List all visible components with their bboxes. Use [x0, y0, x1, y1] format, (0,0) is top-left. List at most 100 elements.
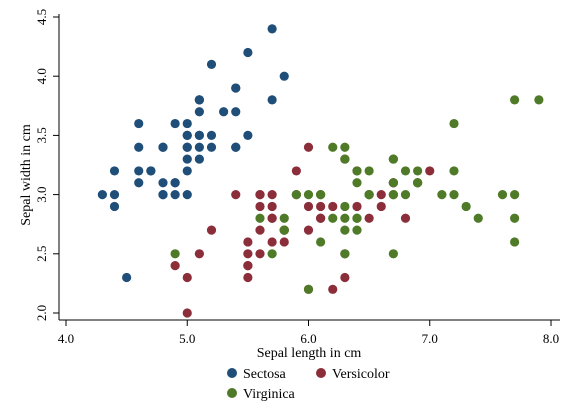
y-tick-label: 3.5 [34, 127, 49, 143]
y-tick-label: 3.0 [34, 186, 49, 202]
point-virginica [255, 213, 265, 223]
point-versicolor [182, 308, 192, 318]
point-sectosa [170, 190, 180, 200]
point-virginica [316, 237, 326, 247]
point-sectosa [158, 190, 168, 200]
y-tick-label: 2.5 [34, 246, 49, 262]
point-virginica [352, 213, 362, 223]
y-ticks: 2.0 2.5 3.0 3.5 4.0 4.5 [34, 9, 59, 321]
y-axis-title: Sepal width in cm [19, 124, 34, 226]
point-sectosa [170, 118, 180, 129]
point-virginica [340, 201, 350, 212]
point-virginica [364, 190, 374, 200]
point-virginica [437, 190, 447, 200]
point-virginica [461, 201, 471, 212]
point-sectosa [267, 24, 277, 34]
point-virginica [328, 142, 338, 152]
point-versicolor [352, 201, 362, 212]
point-virginica [388, 154, 398, 164]
point-sectosa [134, 142, 144, 152]
point-virginica [510, 237, 520, 247]
point-virginica [316, 190, 326, 200]
point-versicolor [255, 249, 265, 259]
x-tick-label: 8.0 [543, 331, 559, 346]
legend-label-versicolor: Versicolor [332, 367, 390, 382]
point-virginica [328, 213, 338, 223]
legend: Sectosa Versicolor Virginica [227, 367, 390, 402]
x-tick-label: 4.0 [58, 331, 74, 346]
point-sectosa [231, 107, 241, 117]
point-virginica [279, 225, 289, 235]
point-versicolor [255, 201, 265, 212]
point-virginica [340, 142, 350, 152]
point-virginica [473, 213, 483, 223]
y-tick-label: 2.0 [34, 305, 49, 321]
point-versicolor [328, 284, 338, 294]
point-versicolor [425, 166, 435, 176]
point-virginica [510, 213, 520, 223]
point-sectosa [182, 190, 192, 200]
point-virginica [413, 166, 423, 176]
x-axis-title: Sepal length in cm [257, 346, 362, 361]
point-sectosa [194, 154, 204, 164]
point-virginica [449, 166, 459, 176]
point-sectosa [194, 142, 204, 152]
point-sectosa [134, 166, 144, 176]
point-sectosa [206, 130, 217, 140]
point-virginica [364, 166, 374, 176]
point-sectosa [182, 166, 192, 176]
point-virginica [267, 249, 277, 259]
point-virginica [388, 190, 398, 200]
point-virginica [534, 95, 544, 105]
x-tick-label: 6.0 [300, 331, 316, 346]
point-sectosa [109, 190, 120, 200]
point-versicolor [243, 237, 253, 247]
point-sectosa [134, 178, 144, 188]
point-versicolor [267, 201, 277, 212]
legend-marker-sectosa [227, 368, 237, 378]
legend-item-sectosa: Sectosa [227, 367, 287, 382]
point-sectosa [146, 166, 156, 176]
point-sectosa [158, 178, 168, 188]
point-sectosa [170, 178, 180, 188]
point-sectosa [243, 47, 253, 58]
point-sectosa [182, 130, 192, 140]
point-versicolor [364, 213, 374, 223]
point-versicolor [255, 225, 265, 235]
point-virginica [388, 178, 398, 188]
point-sectosa [206, 59, 217, 69]
point-sectosa [206, 142, 217, 152]
point-virginica [449, 190, 459, 200]
point-sectosa [194, 130, 204, 140]
y-tick-label: 4.0 [34, 68, 49, 84]
point-versicolor [376, 201, 386, 212]
point-versicolor [170, 261, 180, 271]
point-versicolor [316, 213, 326, 223]
y-tick-label: 4.5 [34, 9, 49, 25]
point-sectosa [182, 154, 192, 164]
point-versicolor [376, 190, 386, 200]
point-virginica [497, 190, 508, 200]
point-virginica [170, 249, 180, 259]
point-virginica [413, 178, 423, 188]
point-versicolor [267, 237, 277, 247]
point-sectosa [219, 107, 229, 117]
point-sectosa [97, 190, 107, 200]
point-sectosa [231, 83, 241, 93]
point-versicolor [316, 201, 326, 212]
point-virginica [449, 118, 459, 129]
point-versicolor [303, 201, 314, 212]
legend-marker-versicolor [316, 368, 326, 378]
point-virginica [340, 213, 350, 223]
point-versicolor [279, 237, 289, 247]
point-virginica [303, 190, 314, 200]
point-virginica [303, 284, 314, 294]
point-sectosa [194, 95, 204, 105]
point-versicolor [267, 190, 277, 200]
point-versicolor [206, 225, 217, 235]
point-versicolor [194, 249, 204, 259]
point-virginica [340, 225, 350, 235]
point-virginica [279, 213, 289, 223]
